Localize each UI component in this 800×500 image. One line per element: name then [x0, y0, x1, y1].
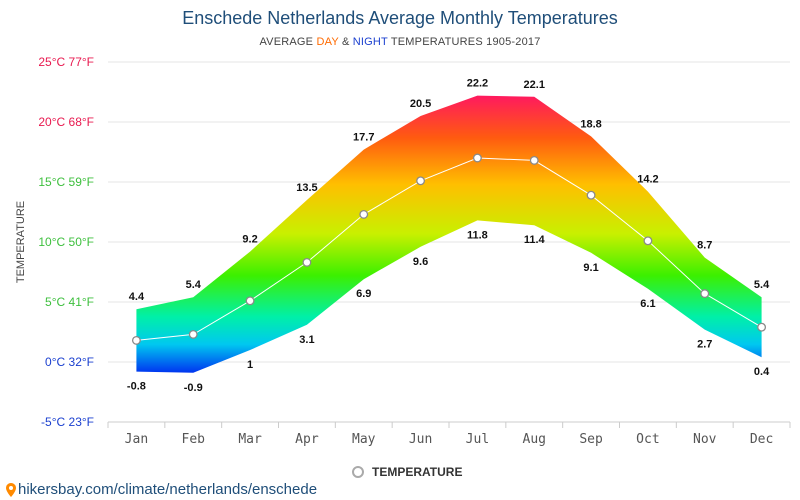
source-link[interactable]: hikersbay.com/climate/netherlands/ensche… [6, 481, 317, 498]
night-value-label: 11.8 [467, 229, 488, 241]
data-labels: 4.4 5.4 9.2 13.5 17.7 20.5 22.2 22.1 18.8 14.2 8.7… [127, 78, 770, 394]
day-value-label: 9.2 [242, 234, 257, 246]
legend-label: TEMPERATURE [372, 465, 463, 479]
temperature-point[interactable] [416, 176, 426, 186]
y-axis-label: TEMPERATURE [15, 201, 27, 283]
temperature-point[interactable] [700, 289, 710, 299]
temperature-point[interactable] [472, 153, 482, 163]
chart-title: Enschede Netherlands Average Monthly Tem… [182, 8, 618, 28]
night-value-label: -0.8 [127, 381, 146, 393]
temperature-point[interactable] [131, 335, 141, 345]
temperature-point[interactable] [302, 257, 312, 267]
x-tick-label: Mar [238, 432, 262, 447]
day-night-band [136, 95, 762, 373]
day-value-label: 22.2 [467, 78, 488, 90]
night-value-label: 1 [247, 359, 253, 371]
night-value-label: 11.4 [524, 234, 546, 246]
day-value-label: 17.7 [353, 132, 374, 144]
x-tick-label: Nov [693, 432, 717, 447]
y-tick-label: 10°C 50°F [38, 235, 94, 249]
day-value-label: 22.1 [524, 79, 545, 91]
map-pin-icon [6, 482, 16, 497]
day-value-label: 20.5 [410, 98, 431, 110]
night-value-label: 2.7 [697, 339, 712, 351]
night-value-label: 6.1 [640, 298, 655, 310]
night-value-label: 9.1 [583, 262, 598, 274]
x-tick-label: May [352, 432, 376, 447]
temperature-point[interactable] [586, 190, 596, 200]
legend-marker-icon [352, 466, 364, 478]
x-tick-label: Dec [750, 432, 773, 447]
temperature-point[interactable] [643, 236, 653, 246]
temperature-point[interactable] [359, 209, 369, 219]
y-tick-label: 20°C 68°F [38, 115, 94, 129]
y-tick-label: 15°C 59°F [38, 175, 94, 189]
y-tick-label: 5°C 41°F [45, 295, 94, 309]
day-value-label: 13.5 [296, 182, 317, 194]
day-value-label: 8.7 [697, 240, 712, 252]
x-tick-label: Oct [636, 432, 659, 447]
night-value-label: 6.9 [356, 288, 371, 300]
night-value-label: 0.4 [754, 366, 770, 378]
temperature-point[interactable] [188, 329, 198, 339]
temperature-points[interactable] [131, 153, 767, 345]
day-value-label: 4.4 [129, 291, 145, 303]
temperature-point[interactable] [757, 322, 767, 332]
day-value-label: 5.4 [186, 279, 202, 291]
x-tick-label: Aug [523, 432, 546, 447]
day-value-label: 5.4 [754, 279, 770, 291]
x-tick-label: Feb [182, 432, 206, 447]
subtitle-suffix: TEMPERATURES 1905-2017 [387, 36, 541, 48]
x-tick-label: Sep [579, 432, 603, 447]
y-axis-ticks: 25°C 77°F 20°C 68°F 15°C 59°F 10°C 50°F 5°C … [38, 55, 94, 429]
day-value-label: 18.8 [580, 118, 601, 130]
day-value-label: 14.2 [637, 174, 658, 186]
y-tick-label: 25°C 77°F [38, 55, 94, 69]
night-value-label: 9.6 [413, 256, 428, 268]
night-value-label: -0.9 [184, 382, 203, 394]
temperature-point[interactable] [529, 155, 539, 165]
temperature-point[interactable] [245, 296, 255, 306]
subtitle-day: DAY [316, 36, 339, 48]
legend[interactable]: TEMPERATURE [352, 465, 462, 479]
chart-subtitle: AVERAGE DAY & NIGHT TEMPERATURES 1905-20… [0, 36, 800, 48]
x-tick-label: Jul [466, 432, 489, 447]
y-tick-label: -5°C 23°F [41, 415, 94, 429]
y-tick-label: 0°C 32°F [45, 355, 94, 369]
temperature-line [136, 157, 762, 341]
source-link-text[interactable]: hikersbay.com/climate/netherlands/ensche… [18, 481, 318, 498]
x-tick-label: Jan [125, 432, 148, 447]
x-tick-label: Jun [409, 432, 432, 447]
subtitle-prefix: AVERAGE [259, 36, 317, 48]
x-tick-label: Apr [295, 432, 319, 447]
subtitle-amp: & [338, 36, 353, 48]
night-value-label: 3.1 [299, 334, 314, 346]
subtitle-night: NIGHT [352, 36, 388, 48]
x-axis-ticks: Jan Feb Mar Apr May Jun Jul Aug Sep Oct Nov Dec [107, 422, 791, 447]
